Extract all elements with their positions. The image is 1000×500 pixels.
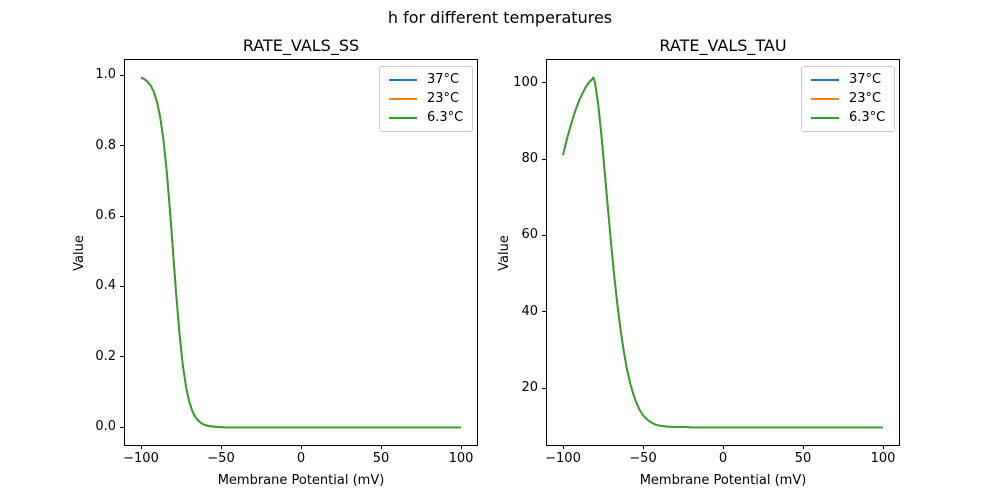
- legend-entry-37cc: 37°C: [811, 72, 885, 88]
- y-tick-ss: [120, 356, 124, 358]
- y-tick-ss: [120, 215, 124, 217]
- legend-ss: 37°C 23°C 6.3°C: [379, 66, 474, 132]
- y-tick-tau: [542, 234, 546, 236]
- legend-line-swatch: [389, 79, 417, 81]
- x-tick-tau: [562, 445, 564, 449]
- legend-entry-37cc: 37°C: [389, 72, 463, 88]
- legend-line-swatch: [389, 117, 417, 119]
- x-tick-label-ss: −50: [207, 451, 235, 466]
- legend-label: 23°C: [849, 91, 882, 106]
- legend-label: 37°C: [849, 72, 882, 87]
- x-tick-ss: [380, 445, 382, 449]
- x-tick-tau: [722, 445, 724, 449]
- x-tick-label-tau: 100: [870, 451, 896, 466]
- y-tick-label-tau: 60: [521, 227, 538, 243]
- x-tick-label-ss: 100: [448, 451, 474, 466]
- legend-line-swatch: [389, 98, 417, 100]
- y-tick-tau: [542, 158, 546, 160]
- x-tick-label-ss: 0: [296, 451, 306, 466]
- subplot-title-ss: RATE_VALS_SS: [242, 36, 360, 55]
- y-tick-ss: [120, 426, 124, 428]
- line-ss-6.3cc: [140, 76, 461, 429]
- legend-entry-6.3cc: 6.3°C: [389, 110, 463, 126]
- legend-line-swatch: [811, 79, 839, 81]
- x-tick-label-ss: −100: [123, 451, 159, 466]
- y-tick-tau: [542, 82, 546, 84]
- x-tick-ss: [140, 445, 142, 449]
- x-tick-label-tau: 50: [794, 451, 812, 466]
- legend-label: 6.3°C: [427, 110, 464, 125]
- y-tick-label-tau: 80: [521, 151, 538, 167]
- y-tick-ss: [120, 145, 124, 147]
- legend-label: 23°C: [427, 91, 460, 106]
- y-tick-label-ss: 0.6: [95, 208, 116, 224]
- y-tick-label-ss: 0.2: [95, 348, 116, 364]
- x-axis-label-tau: Membrane Potential (mV): [639, 473, 807, 488]
- plot-area-tau: [562, 76, 883, 429]
- legend-label: 37°C: [427, 72, 460, 87]
- legend-entry-23cc: 23°C: [811, 91, 885, 107]
- legend-tau: 37°C 23°C 6.3°C: [801, 66, 896, 132]
- legend-line-swatch: [811, 98, 839, 100]
- legend-entry-23cc: 23°C: [389, 91, 463, 107]
- x-tick-tau: [882, 445, 884, 449]
- x-tick-label-ss: 50: [372, 451, 390, 466]
- x-tick-ss: [300, 445, 302, 449]
- legend-line-swatch: [811, 117, 839, 119]
- x-tick-ss: [460, 445, 462, 449]
- y-tick-label-ss: 0.4: [95, 278, 116, 294]
- y-tick-label-ss: 1.0: [95, 67, 116, 83]
- y-tick-label-ss: 0.0: [95, 419, 116, 435]
- y-axis-label-tau: Value: [497, 234, 512, 271]
- line-tau-6.3cc: [562, 76, 883, 429]
- legend-entry-6.3cc: 6.3°C: [811, 110, 885, 126]
- y-tick-label-ss: 0.8: [95, 137, 116, 153]
- y-tick-tau: [542, 387, 546, 389]
- y-tick-ss: [120, 285, 124, 287]
- y-tick-label-tau: 100: [513, 74, 538, 90]
- x-tick-tau: [642, 445, 644, 449]
- figure-suptitle: h for different temperatures: [387, 8, 613, 27]
- x-axis-label-ss: Membrane Potential (mV): [217, 473, 385, 488]
- x-tick-label-tau: −100: [545, 451, 581, 466]
- x-tick-ss: [220, 445, 222, 449]
- x-tick-tau: [802, 445, 804, 449]
- x-tick-label-tau: 0: [718, 451, 728, 466]
- y-tick-label-tau: 20: [521, 380, 538, 396]
- legend-label: 6.3°C: [849, 110, 886, 125]
- x-tick-label-tau: −50: [629, 451, 657, 466]
- y-tick-ss: [120, 74, 124, 76]
- y-tick-label-tau: 40: [521, 303, 538, 319]
- subplot-title-tau: RATE_VALS_TAU: [659, 36, 787, 55]
- y-tick-tau: [542, 311, 546, 313]
- plot-area-ss: [140, 76, 461, 429]
